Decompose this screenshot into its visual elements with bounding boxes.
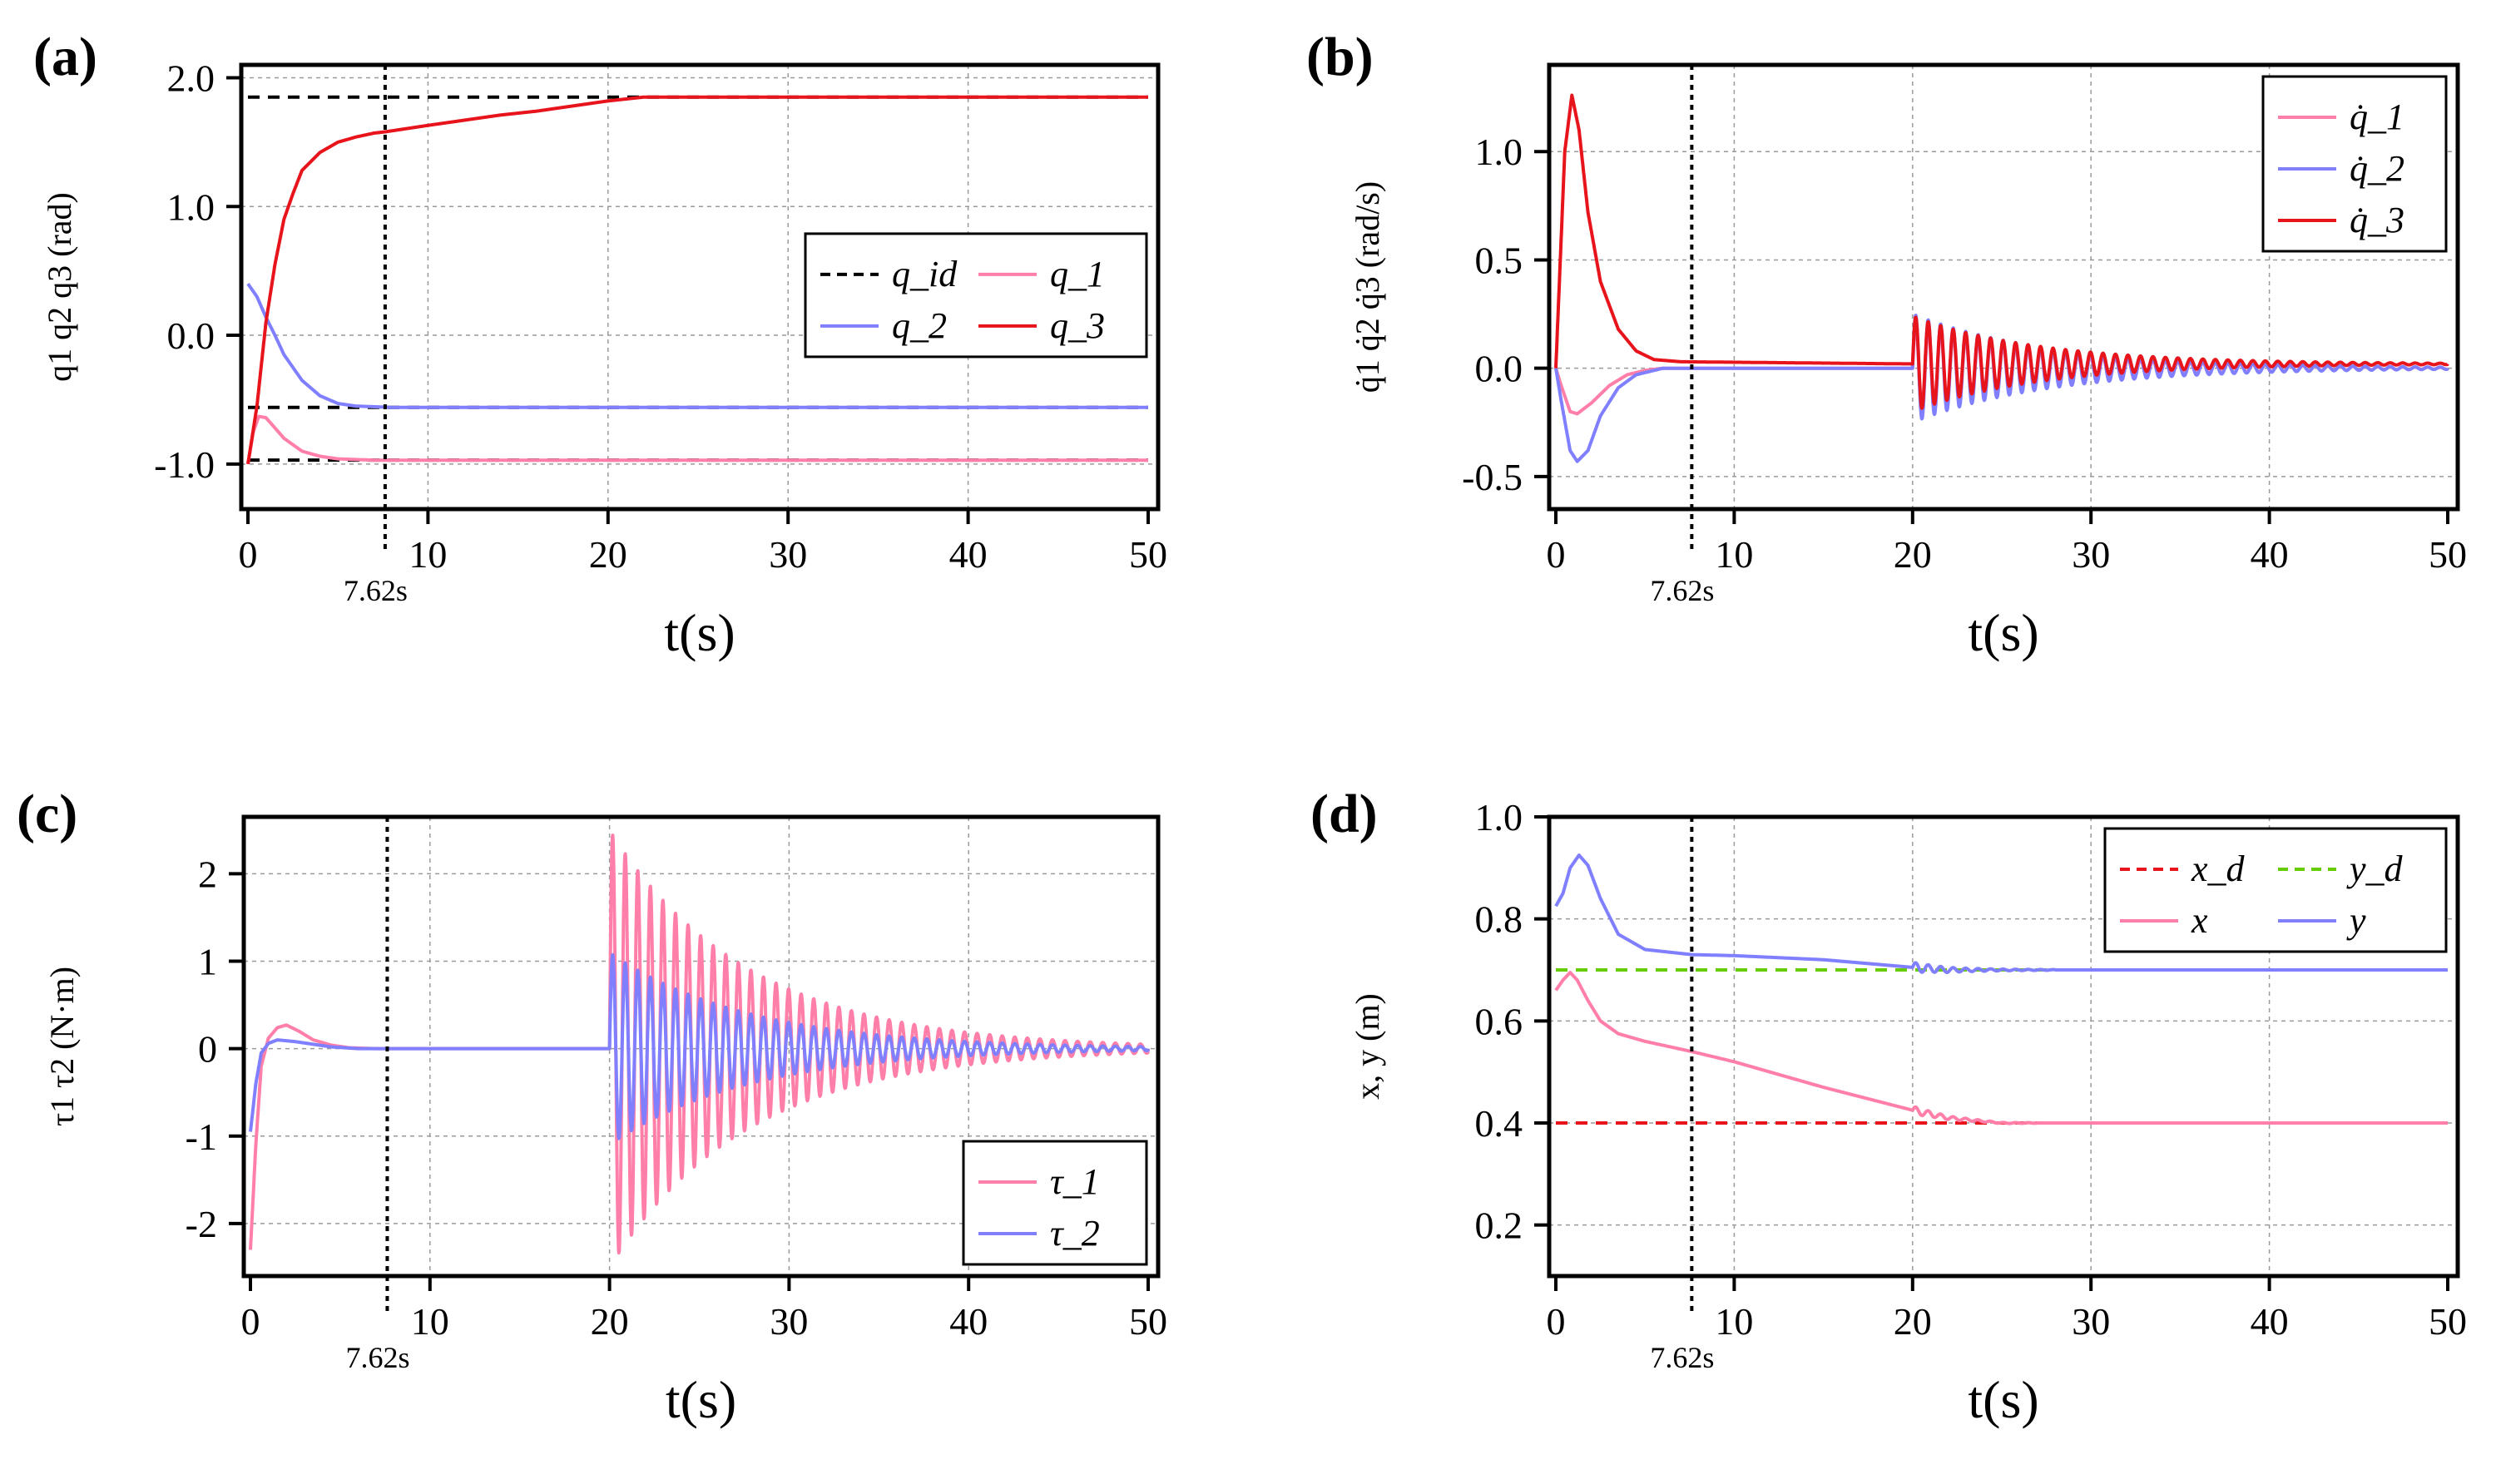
y-tick-label: 1 [198,940,217,982]
y-tick-label: 0.5 [1475,239,1523,281]
x-tick-label: 0 [241,1300,260,1343]
x-tick-label: 40 [2251,1300,2289,1343]
x-tick-label: 30 [769,533,807,576]
legend: q_id q_1 q_2 q_3 [804,232,1148,359]
legend-label-y: y [2346,900,2366,941]
x-tick-label: 40 [949,533,988,576]
x-tick-label: 20 [1894,1300,1932,1343]
x-tick-label: 10 [409,533,447,576]
legend: τ_1τ_2 [962,1140,1148,1266]
series-line-x [1554,971,2449,1125]
y-tick-label: 0.2 [1475,1205,1523,1247]
y-tick-label: 0.8 [1475,898,1523,941]
x-tick-label: 0 [1547,1300,1566,1343]
plot-area [1554,93,2449,463]
y-tick-label: 2.0 [167,57,215,99]
y-axis-label: q̇1 q̇2 q̇3 (rad/s) [1349,181,1386,393]
panel-label: (d) [1310,784,1378,844]
x-tick-label: 0 [1547,533,1566,576]
series-line-y [1554,853,2449,974]
x-tick-label: 50 [2429,1300,2467,1343]
x-axis-label: t(s) [664,603,735,662]
plot-frame [241,814,1161,1279]
legend: q̇_1 q̇_2 q̇_3 [2261,75,2448,253]
panel-d: 7.62s 0 10 20 30 40 50 0.2 0.4 0.6 0.8 1.0 t(s) x, y … [1310,784,2467,1429]
x-tick-label: 30 [770,1300,808,1343]
marker-label: 7.62s [1650,574,1714,607]
panel-label: (b) [1306,27,1374,87]
legend-label-q_id: q_id [892,254,958,294]
x-axis-label: t(s) [1968,603,2038,662]
series-line-q̇_2 [1554,314,2449,463]
marker-label: 7.62s [345,1341,409,1374]
plot-frame [1547,62,2460,512]
legend-label-q̇_3: q̇_3 [2350,200,2404,240]
x-tick-label: 50 [2429,533,2467,576]
x-tick-label: 30 [2072,1300,2110,1343]
y-tick-label: -2 [186,1203,217,1245]
plot-area [1554,853,2449,1125]
legend-box [804,232,1148,359]
y-tick-label: 0.0 [167,314,215,357]
x-tick-label: 10 [1715,533,1753,576]
series-line-q_1 [246,414,1150,465]
legend-box [2103,827,2448,953]
x-tick-label: 20 [591,1300,629,1343]
series-line-q̇_3 [1554,93,2449,410]
legend-label-τ_2: τ_2 [1050,1213,1100,1254]
series-line-q_2 [246,282,1150,409]
x-tick-label: 50 [1129,1300,1167,1343]
y-axis-label: q1 q2 q3 (rad) [41,192,78,382]
marker-label: 7.62s [344,574,408,607]
x-tick-label: 20 [589,533,627,576]
y-tick-label: -1 [186,1115,217,1158]
legend-label-q̇_2: q̇_2 [2350,148,2404,189]
legend: x_d y_dx y [2103,827,2448,953]
x-tick-label: 40 [949,1300,988,1343]
marker-label: 7.62s [1650,1341,1714,1374]
x-tick-label: 20 [1894,533,1932,576]
y-axis-label: τ1 τ2 (N·m) [43,967,81,1126]
y-tick-label: 0.4 [1475,1102,1523,1145]
series-line-τ_2 [249,952,1150,1140]
legend-label-y_d: y_d [2346,848,2404,889]
y-tick-label: -0.5 [1462,456,1523,498]
y-tick-label: 1.0 [1475,131,1523,173]
plot-frame [1547,814,2460,1279]
panel-label: (c) [17,784,77,844]
plot-area [249,834,1150,1255]
plot-frame [239,62,1161,512]
legend-label-τ_1: τ_1 [1050,1161,1100,1202]
legend-label-q_3: q_3 [1050,305,1105,346]
x-axis-label: t(s) [1968,1370,2038,1429]
x-tick-label: 10 [1715,1300,1753,1343]
x-tick-label: 10 [411,1300,449,1343]
legend-box [962,1140,1148,1266]
x-tick-label: 40 [2251,533,2289,576]
panel-label: (a) [33,27,97,87]
legend-label-q̇_1: q̇_1 [2350,96,2404,137]
y-tick-label: -1.0 [154,443,215,486]
y-tick-label: 2 [198,853,217,895]
x-tick-label: 0 [239,533,258,576]
y-tick-label: 0 [198,1028,217,1071]
x-tick-label: 50 [1129,533,1167,576]
x-axis-label: t(s) [666,1370,736,1429]
legend-label-x_d: x_d [2191,848,2246,889]
x-tick-label: 30 [2072,533,2110,576]
legend-label-q_2: q_2 [892,305,947,346]
panel-b: 7.62s 0 10 20 30 40 50 -0.5 0.0 0.5 1.0 t(s) q̇1 q̇2… [1306,27,2467,662]
y-tick-label: 1.0 [167,186,215,228]
panel-c: 7.62s 0 10 20 30 40 50 -2 -1 0 1 2 t(s) τ1 τ2 (N·m) (c… [17,784,1167,1429]
y-axis-label: x, y (m) [1349,993,1386,1100]
y-tick-label: 1.0 [1475,796,1523,838]
legend-label-x: x [2191,900,2208,941]
legend-label-q_1: q_1 [1050,254,1105,294]
series-line-q_3 [246,95,1150,465]
y-tick-label: 0.6 [1475,1000,1523,1042]
plot-area [246,95,1150,465]
y-tick-label: 0.0 [1475,348,1523,390]
panel-a: 7.62s 0 10 20 30 40 50 -1.0 0.0 1.0 2.0 t(s) q1 q2 q… [33,27,1167,662]
